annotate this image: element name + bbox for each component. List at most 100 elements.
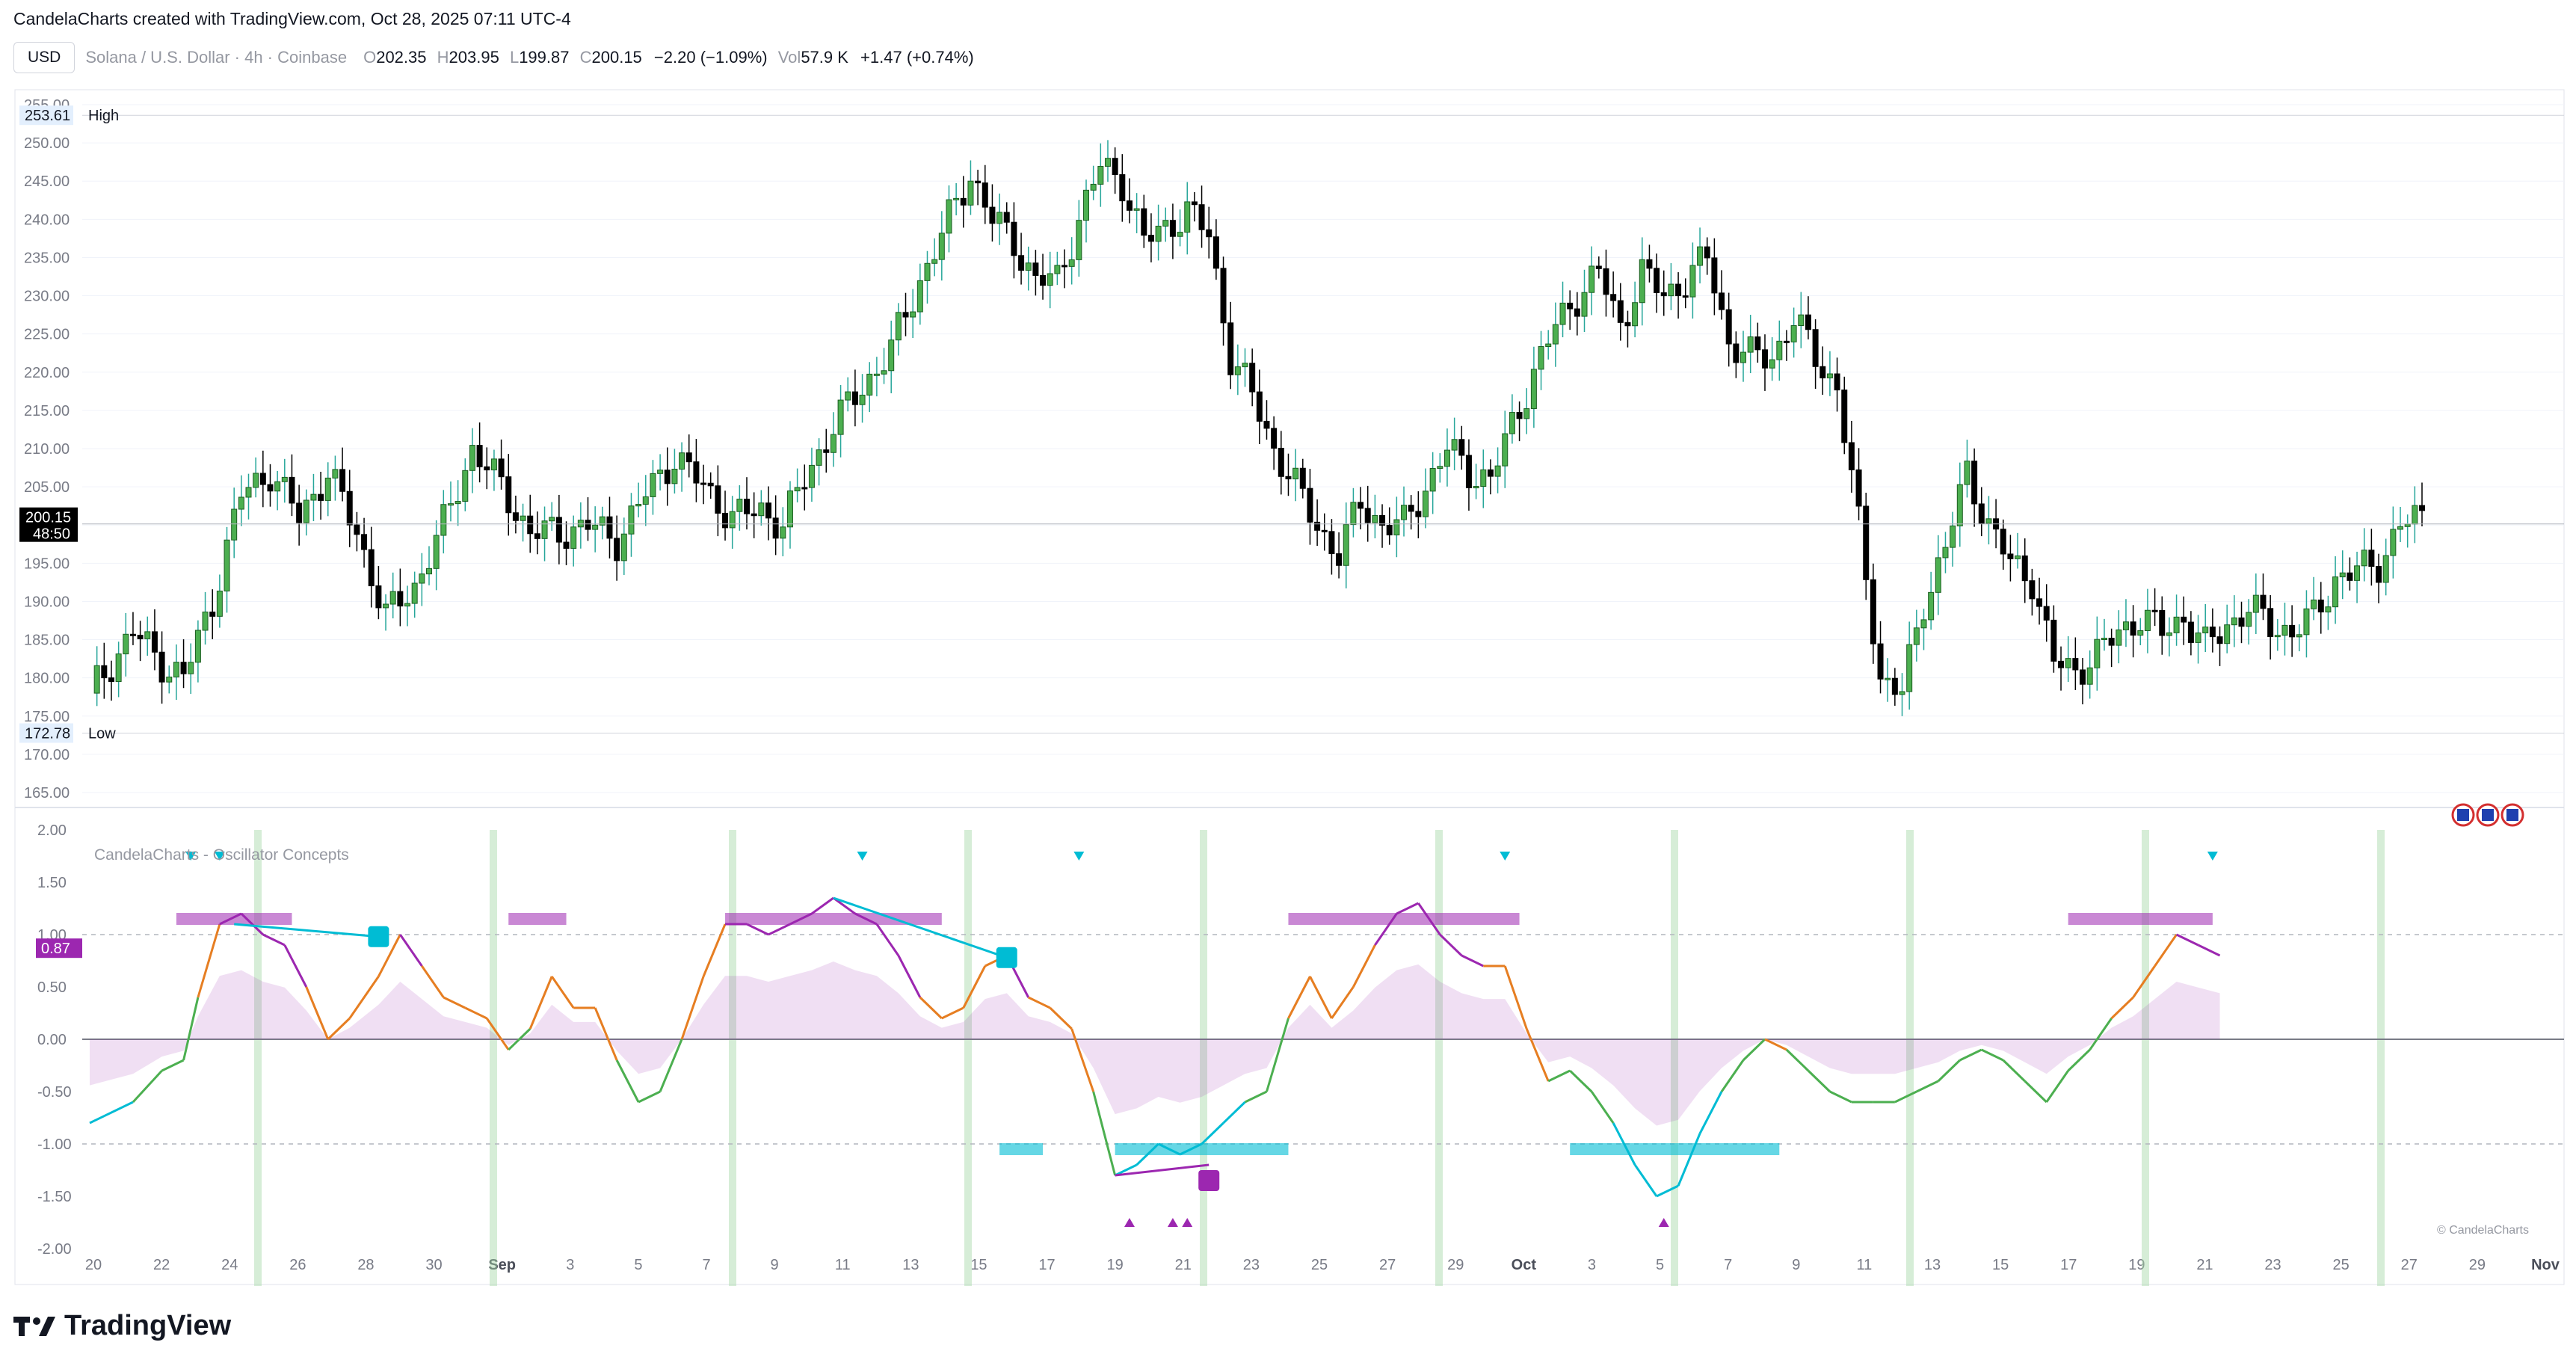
candle-body — [419, 573, 425, 584]
candle-body — [1415, 511, 1422, 517]
candle-body — [1971, 461, 1978, 505]
candle-body — [1162, 220, 1169, 227]
candle-body — [1271, 428, 1278, 449]
candle-body — [455, 501, 461, 505]
oscillator-line — [2002, 1059, 2026, 1083]
candle-body — [606, 516, 613, 539]
candle-body — [1364, 508, 1371, 523]
candle-body — [592, 524, 599, 530]
candle-body — [2419, 505, 2425, 511]
candle-body — [2238, 617, 2245, 627]
candle-body — [151, 631, 158, 653]
candle-body — [1848, 442, 1855, 470]
candle-body — [534, 533, 540, 539]
candle-body — [1704, 246, 1710, 259]
candle-body — [693, 461, 700, 484]
candle-body — [2246, 612, 2252, 627]
candle-body — [1682, 295, 1689, 298]
osc-tick-label: 0.50 — [37, 979, 67, 996]
candle-body — [859, 394, 866, 405]
candle-body — [1097, 165, 1104, 185]
candle-body — [1783, 340, 1790, 343]
oscillator-line — [2132, 965, 2156, 998]
candle-body — [144, 631, 151, 639]
oscillator-line — [680, 976, 705, 1040]
x-tick-label: Oct — [1512, 1257, 1537, 1273]
oscillator-line — [1807, 1069, 1831, 1093]
candle-body — [982, 182, 988, 208]
candle-body — [1819, 366, 1826, 379]
candle-body — [2036, 598, 2043, 607]
overbought-zone — [176, 913, 292, 925]
candle-body — [657, 470, 664, 474]
candle-body — [216, 590, 223, 617]
oscillator-line — [486, 1018, 510, 1050]
oscillator-line — [1981, 1048, 2004, 1062]
candle-body — [1358, 502, 1364, 509]
candle-body — [1654, 268, 1660, 293]
oscillator-line — [1959, 1048, 1982, 1062]
candle-body — [1177, 232, 1183, 237]
candle-body — [924, 262, 931, 281]
high-value-label: 253.61 — [25, 108, 70, 124]
chart-canvas[interactable]: 165.00170.00175.00180.00185.00190.00195.… — [0, 0, 2576, 1301]
candle-body — [2317, 599, 2324, 613]
signal-band — [254, 830, 262, 1286]
candle-body — [837, 399, 844, 435]
candle-body — [729, 511, 736, 529]
candle-body — [2397, 526, 2404, 530]
buy-triangle-icon — [1658, 1218, 1669, 1227]
candle-body — [1184, 201, 1191, 233]
candle-body — [1307, 487, 1313, 523]
candle-body — [1169, 220, 1176, 237]
candle-body — [1299, 467, 1306, 489]
tradingview-brand[interactable]: TradingView — [13, 1310, 231, 1342]
candle-body — [1437, 466, 1443, 470]
watermark-label: © CandelaCharts — [2437, 1224, 2529, 1237]
symbol-description[interactable]: Solana / U.S. Dollar · 4h · Coinbase — [85, 48, 348, 67]
candle-body — [1278, 447, 1284, 477]
candle-body — [166, 676, 173, 683]
candle-body — [1155, 225, 1162, 242]
oscillator-line — [550, 976, 575, 1009]
candle-body — [490, 458, 497, 471]
candle-body — [1328, 531, 1335, 555]
oscillator-line — [1677, 1133, 1701, 1187]
oscillator-line — [399, 934, 423, 967]
candle-body — [1870, 579, 1876, 644]
oscillator-line — [1049, 1006, 1073, 1030]
candle-body — [1234, 366, 1241, 375]
candle-body — [549, 517, 555, 522]
candle-body — [2216, 636, 2223, 644]
candle-body — [137, 635, 144, 639]
candle-body — [281, 476, 288, 482]
indicator-value: 0.87 — [41, 941, 70, 957]
candle-body — [1003, 212, 1010, 223]
osc-tick-label: -1.00 — [37, 1136, 72, 1153]
candle-body — [1473, 486, 1479, 489]
low-badge — [19, 723, 73, 743]
candle-body — [2231, 617, 2237, 626]
last-price-badge — [19, 507, 78, 542]
candle-body — [1126, 200, 1133, 211]
candle-body — [310, 493, 317, 501]
currency-button[interactable]: USD — [13, 42, 76, 73]
signal-band — [1200, 830, 1207, 1286]
candle-body — [1408, 505, 1414, 512]
x-tick-label: 28 — [357, 1257, 374, 1273]
candle-body — [1660, 292, 1667, 297]
candle-body — [1964, 461, 1970, 485]
oscillator-line — [615, 1059, 640, 1103]
candle-body — [1068, 259, 1075, 267]
oscillator-line — [1785, 1048, 1809, 1072]
candle-body — [404, 603, 411, 607]
volume-change: +1.47 (+0.74%) — [860, 48, 974, 67]
candle-body — [2086, 667, 2093, 685]
candle-body — [555, 517, 562, 543]
oscillator-line — [1937, 1059, 1961, 1083]
x-tick-label: 15 — [970, 1257, 987, 1273]
candle-body — [916, 280, 923, 313]
low-label: L — [509, 48, 520, 67]
candle-body — [2382, 555, 2389, 583]
candle-body — [1451, 439, 1458, 451]
